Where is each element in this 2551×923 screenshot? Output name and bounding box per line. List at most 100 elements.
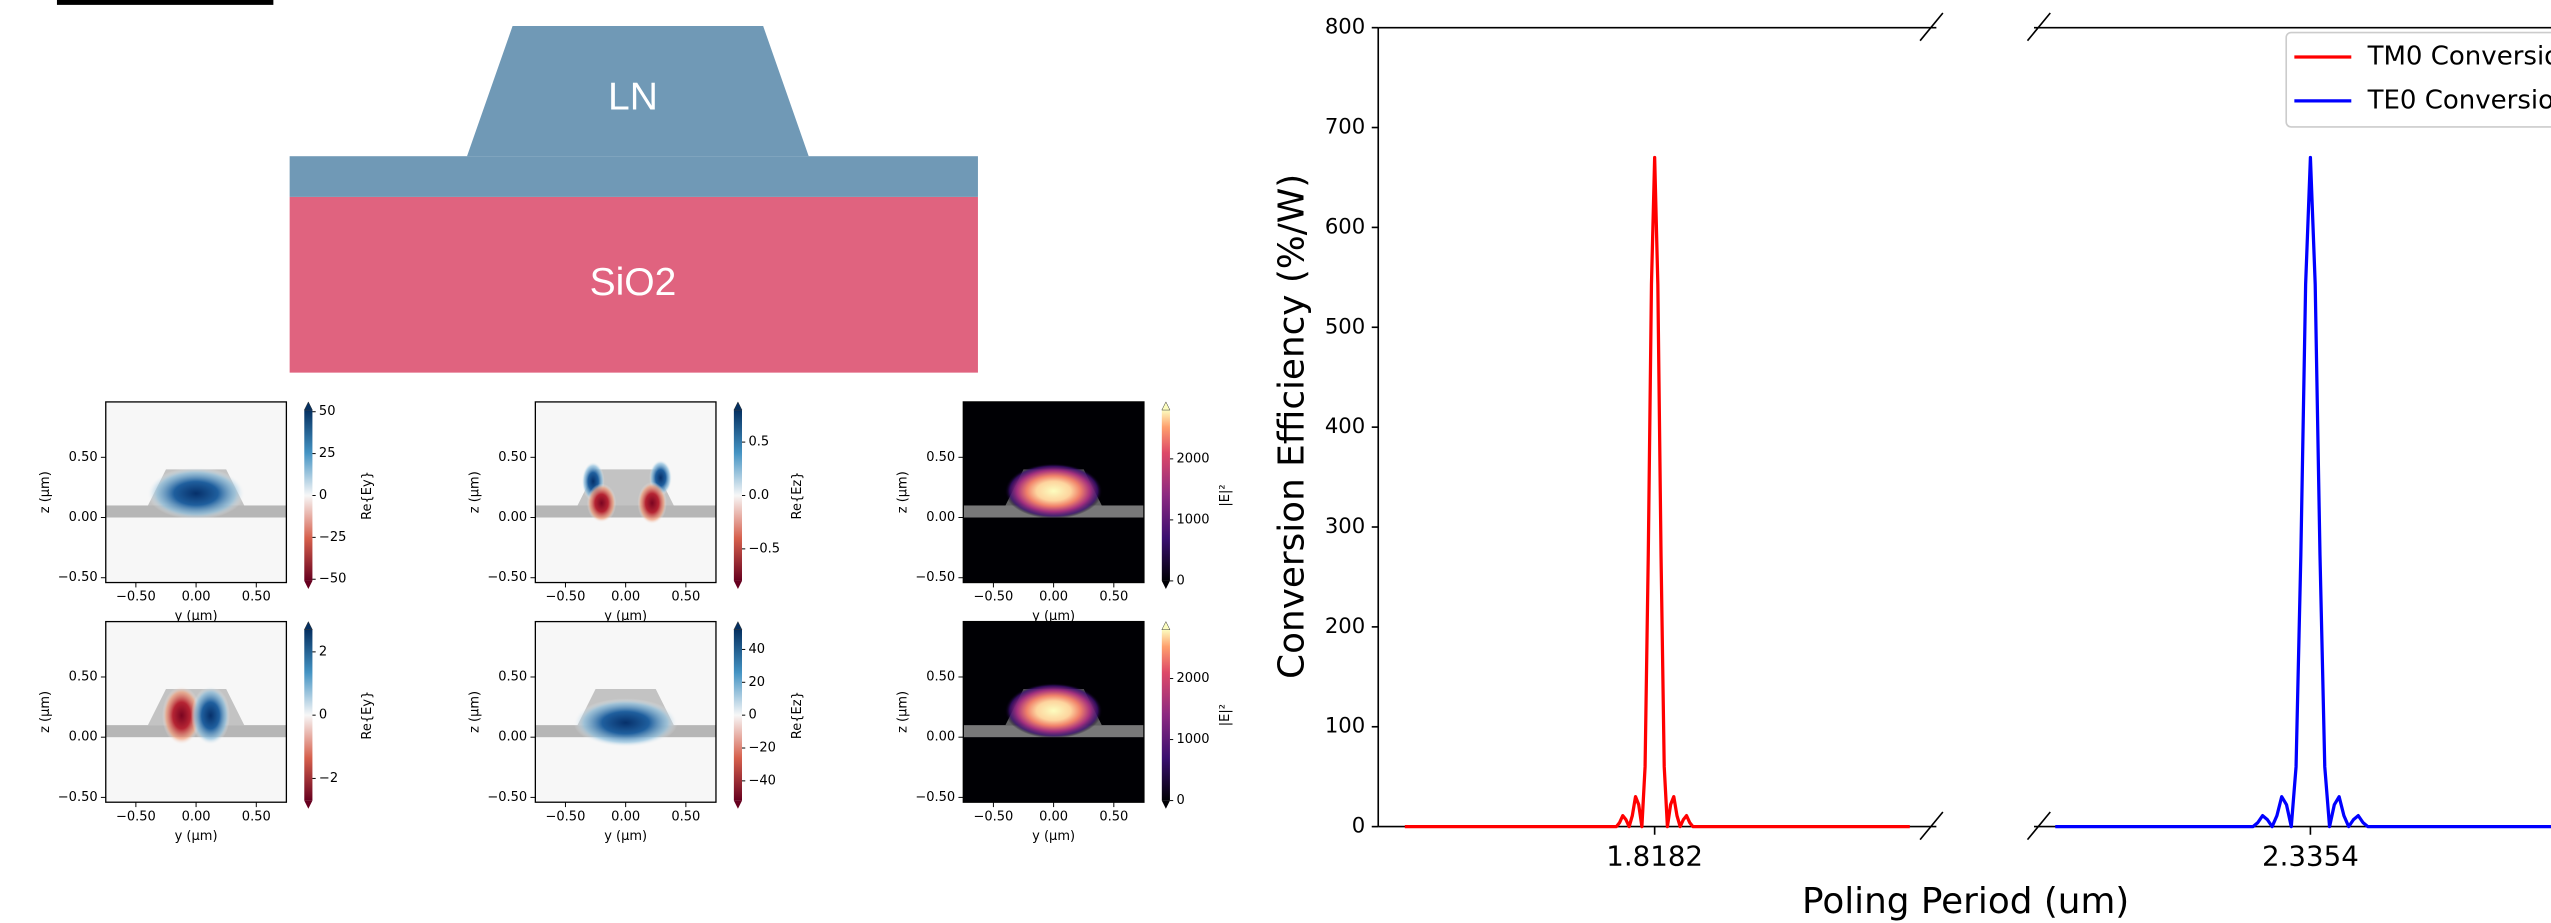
core-label: LN: [608, 76, 658, 119]
colorbar-label: Re{Ez}: [790, 471, 805, 519]
series-line: [1404, 155, 1910, 829]
field-lobe: [573, 698, 678, 748]
field-lobe: [191, 686, 231, 745]
y-tick-label: 800: [1325, 14, 1365, 39]
colorbar-tick-label: −25: [319, 530, 346, 545]
legend-label: TM0 Conversion: [2367, 41, 2551, 71]
x-axis-label: y (μm): [1032, 609, 1075, 624]
colorbar-extend: [304, 580, 313, 590]
colorbar-extend: [1161, 401, 1171, 411]
mode-panel: −0.50 0.00 0.50 0.50 0.00 −0.50 y (μm) z (μm) 20…: [896, 620, 1233, 844]
field-lobe: [1004, 463, 1103, 519]
y-tick-label: 0.50: [69, 450, 98, 465]
colorbar-tick-label: 0.5: [749, 435, 770, 450]
y-tick-label: 200: [1325, 613, 1365, 638]
legend-label: TE0 Conversion: [2367, 85, 2551, 115]
field-lobe: [147, 467, 245, 520]
y-tick-label: 0.00: [926, 730, 955, 745]
y-tick-label: 100: [1325, 713, 1365, 738]
substrate-label: SiO2: [590, 261, 677, 304]
axis-break: [2026, 811, 2051, 841]
colorbar-tick-label: −2: [319, 771, 338, 786]
x-tick-label: 0.00: [1039, 809, 1068, 824]
x-axis-label: y (μm): [175, 609, 218, 624]
x-tick-label: −0.50: [546, 590, 586, 605]
colorbar-tick-label: −0.5: [749, 541, 781, 556]
x-tick-label: −0.50: [116, 809, 156, 824]
axis-break: [2026, 12, 2051, 42]
x-tick-label: −0.50: [546, 809, 586, 824]
x-tick-label: 0.50: [1099, 809, 1128, 824]
colorbar-label: |E|²: [1218, 484, 1233, 506]
colorbar-label: Re{Ey}: [360, 691, 375, 740]
field-lobe: [1004, 683, 1103, 739]
axis-break: [1919, 12, 1944, 42]
colorbar-extend: [733, 800, 743, 809]
colorbar: [1161, 410, 1170, 581]
colorbar-tick-label: 0.0: [749, 488, 770, 503]
ridge: [467, 26, 809, 157]
field-lobe: [162, 686, 202, 745]
y-tick-label: −0.50: [915, 790, 955, 805]
y-tick-label: 0.50: [498, 450, 527, 465]
colorbar-tick-label: 2: [319, 644, 327, 659]
y-tick-label: 0.00: [69, 510, 98, 525]
y-tick-label: 0.50: [69, 669, 98, 684]
field-lobe: [586, 483, 617, 523]
x-tick-label: 0.50: [242, 809, 271, 824]
y-axis-label: Conversion Efficiency (%/W): [1272, 174, 1313, 679]
y-tick-label: 600: [1325, 213, 1365, 238]
colorbar: [304, 410, 313, 581]
colorbar-extend: [1161, 800, 1170, 809]
x-axis-label: y (μm): [175, 829, 218, 844]
x-tick-label: 0.50: [1099, 590, 1128, 605]
colorbar-tick-label: 50: [319, 404, 336, 419]
colorbar: [733, 629, 743, 801]
y-tick-label: 0.00: [926, 510, 955, 525]
colorbar-tick-label: 40: [749, 642, 766, 657]
y-tick-label: 0.50: [498, 669, 527, 684]
x-tick-label: 2.3354: [2262, 840, 2359, 873]
x-tick-label: 0.00: [611, 590, 640, 605]
colorbar-extend: [304, 800, 313, 809]
x-axis-label: y (μm): [604, 609, 647, 624]
x-tick-label: 0.00: [1039, 590, 1068, 605]
mode-panel: −0.50 0.00 0.50 0.50 0.00 −0.50 y (μm) z (μm) 20…: [896, 401, 1233, 624]
colorbar-extend: [303, 401, 313, 411]
y-tick-label: 400: [1325, 413, 1365, 438]
colorbar-tick-label: −40: [749, 773, 776, 788]
y-tick-label: −0.50: [58, 790, 98, 805]
mode-panel: −0.50 0.00 0.50 0.50 0.00 −0.50 y (μm) z (μm) 50…: [38, 401, 375, 624]
series-line: [2055, 155, 2551, 829]
y-tick-label: 0.00: [498, 730, 527, 745]
colorbar-tick-label: 0: [1176, 793, 1184, 808]
x-tick-label: 0.50: [671, 590, 700, 605]
y-axis-label: z (μm): [468, 471, 483, 513]
substrate: [289, 196, 978, 373]
waveguide-slab: [535, 505, 716, 518]
field-lobe: [637, 481, 667, 525]
y-tick-label: 0.00: [69, 730, 98, 745]
header-bar: [56, 0, 274, 5]
colorbar-tick-label: 1000: [1176, 732, 1209, 747]
x-axis-label: Poling Period (um): [1802, 881, 2129, 922]
colorbar-tick-label: 25: [319, 446, 336, 461]
x-tick-label: −0.50: [973, 590, 1013, 605]
colorbar-extend: [733, 401, 743, 411]
colorbar-tick-label: 0: [319, 708, 327, 723]
y-axis-label: z (μm): [896, 471, 911, 513]
x-tick-label: −0.50: [116, 590, 156, 605]
legend-box: [2285, 31, 2551, 128]
y-tick-label: −0.50: [487, 790, 527, 805]
x-tick-label: 1.8182: [1606, 840, 1703, 873]
y-axis-label: z (μm): [896, 691, 911, 733]
y-axis-label: z (μm): [38, 691, 53, 733]
colorbar-tick-label: 0: [1176, 573, 1184, 588]
colorbar-tick-label: 0: [319, 488, 327, 503]
x-axis-label: y (μm): [1032, 829, 1075, 844]
y-axis-label: z (μm): [468, 691, 483, 733]
colorbar-tick-label: 2000: [1176, 451, 1209, 466]
y-tick-label: 0.00: [498, 510, 527, 525]
x-tick-label: 0.00: [182, 809, 211, 824]
y-tick-label: 300: [1325, 513, 1365, 538]
